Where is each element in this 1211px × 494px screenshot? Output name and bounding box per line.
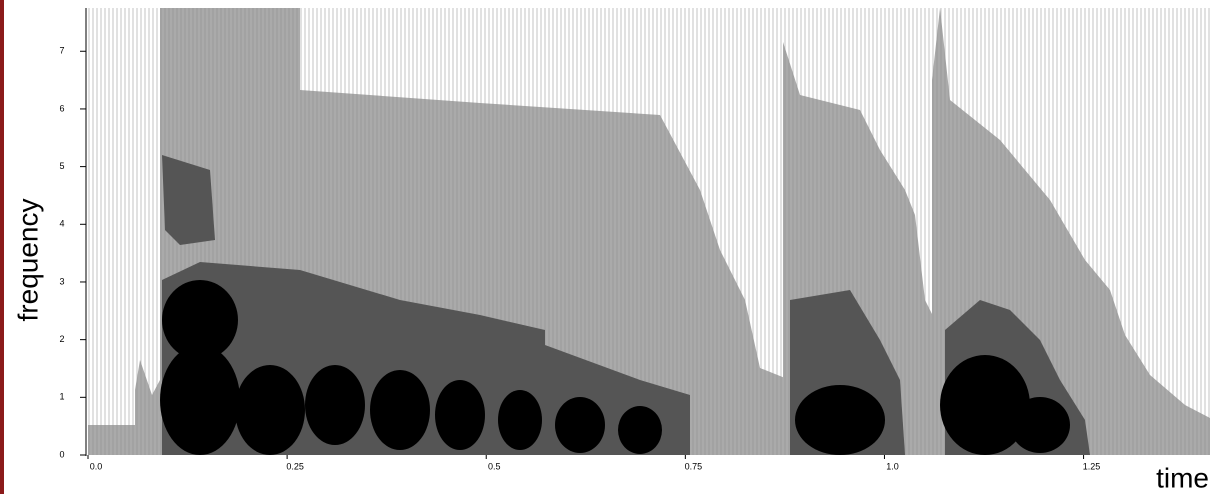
energy-blob [235,365,305,455]
energy-blob [162,280,238,360]
x-tick-label: 0.5 [488,461,501,471]
high-energy [160,280,1070,455]
energy-blob [795,385,885,455]
y-tick-label: 5 [59,161,64,171]
y-tick-label: 1 [59,392,64,402]
x-tick-label: 0.0 [90,461,103,471]
energy-blob [618,406,662,454]
x-tick-label: 1.25 [1083,461,1101,471]
energy-blob [1010,397,1070,453]
x-tick-label: 0.25 [286,461,304,471]
y-tick-label: 2 [59,334,64,344]
x-axis-title: time [1156,462,1209,493]
energy-blob [940,355,1030,455]
energy-blob [160,345,240,455]
x-tick-label: 0.75 [685,461,703,471]
energy-blob [555,397,605,453]
spectrogram-image [88,8,1210,455]
y-tick-label: 4 [59,219,64,229]
y-tick-label: 0 [59,449,64,459]
y-axis-title: frequency [12,199,43,322]
energy-blob [370,370,430,450]
energy-blob [435,380,485,450]
y-tick-label: 3 [59,276,64,286]
window-edge [0,0,4,494]
y-tick-label: 6 [59,103,64,113]
energy-region [162,155,215,245]
y-tick-label: 7 [59,46,64,56]
energy-blob [498,390,542,450]
x-tick-label: 1.0 [886,461,899,471]
energy-blob [305,365,365,445]
